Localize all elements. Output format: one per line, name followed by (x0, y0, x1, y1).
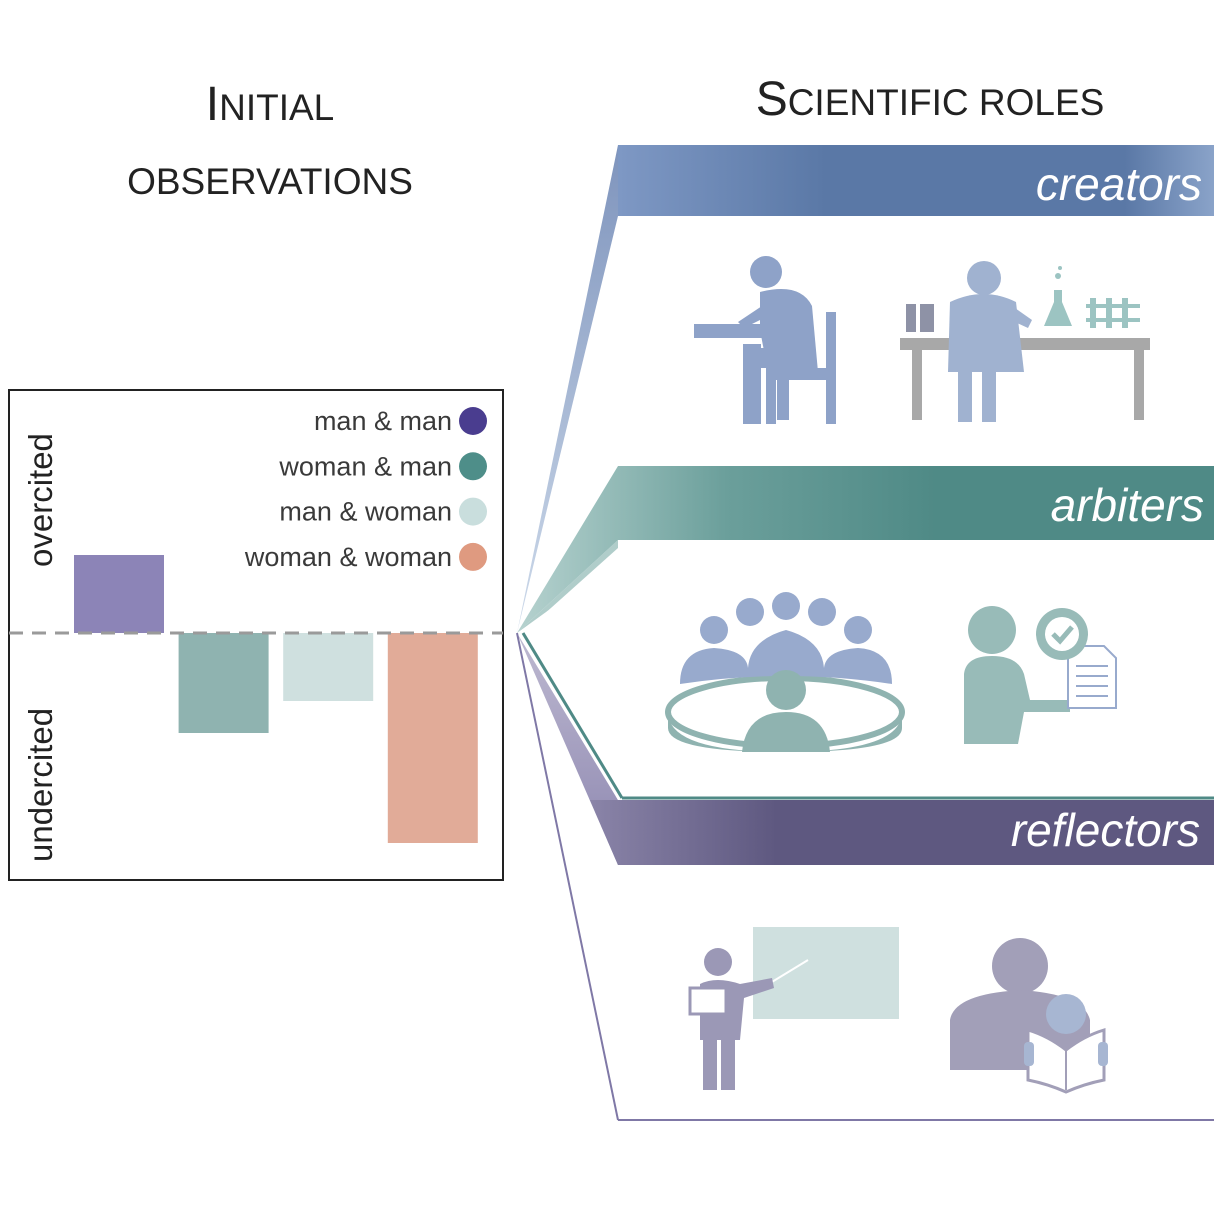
role-banner-creators: creators (618, 145, 1214, 216)
arbiters-banner (517, 466, 1214, 633)
bar-man-woman (283, 633, 374, 701)
legend-label: man & woman (279, 497, 452, 527)
fan-bottom-edge (516, 632, 619, 1121)
scientific-roles-title: SCIENTIFIC ROLES (640, 72, 1214, 139)
legend-swatch (459, 407, 487, 435)
fan-top-wedge (517, 145, 618, 633)
presenter-icon (688, 927, 899, 1090)
role-banner-arbiters: arbiters (517, 466, 1214, 800)
legend-swatch (459, 542, 487, 571)
bar-woman-man (178, 633, 269, 733)
legend-label: woman & man (278, 451, 452, 481)
arbiters-panel-notch (523, 548, 618, 800)
bar-woman-woman (387, 633, 478, 843)
lab-scientist-icon (900, 261, 1150, 422)
reader-icon (950, 938, 1108, 1094)
arbiters-lower-edge (521, 632, 624, 799)
initial-observations-title: INITIAL OBSERVATIONS (40, 72, 500, 223)
legend-label: woman & woman (244, 542, 452, 572)
overcited-label: overcited (22, 433, 59, 567)
title-observations: OBSERVATIONS (127, 161, 413, 202)
reflectors-banner (590, 800, 1214, 865)
creators-label: creators (1036, 158, 1202, 210)
legend-label: man & man (314, 406, 452, 436)
title-roles-letter: S (755, 73, 788, 126)
bar-man-man (74, 555, 164, 633)
reflectors-label: reflectors (1011, 804, 1200, 856)
bar-chart: overcited undercited man & man woman & ma… (8, 389, 504, 881)
arbiters-label: arbiters (1051, 479, 1204, 531)
role-banner-reflectors: reflectors (590, 800, 1214, 865)
writing-person-icon (694, 256, 836, 424)
creators-banner (618, 145, 1214, 216)
committee-icon (665, 592, 905, 752)
legend-swatch (459, 497, 487, 526)
title-roles-rest: CIENTIFIC ROLES (787, 82, 1105, 123)
title-initial-rest: NITIAL (219, 87, 335, 128)
undercited-label: undercited (22, 708, 59, 862)
fan-bottom-wedge (517, 633, 618, 865)
approval-reviewer-icon (964, 606, 1117, 744)
title-initial-letter: I (205, 78, 220, 131)
legend: man & man woman & man man & woman woman & w… (244, 406, 487, 572)
bars (74, 555, 478, 843)
legend-swatch (459, 452, 487, 481)
